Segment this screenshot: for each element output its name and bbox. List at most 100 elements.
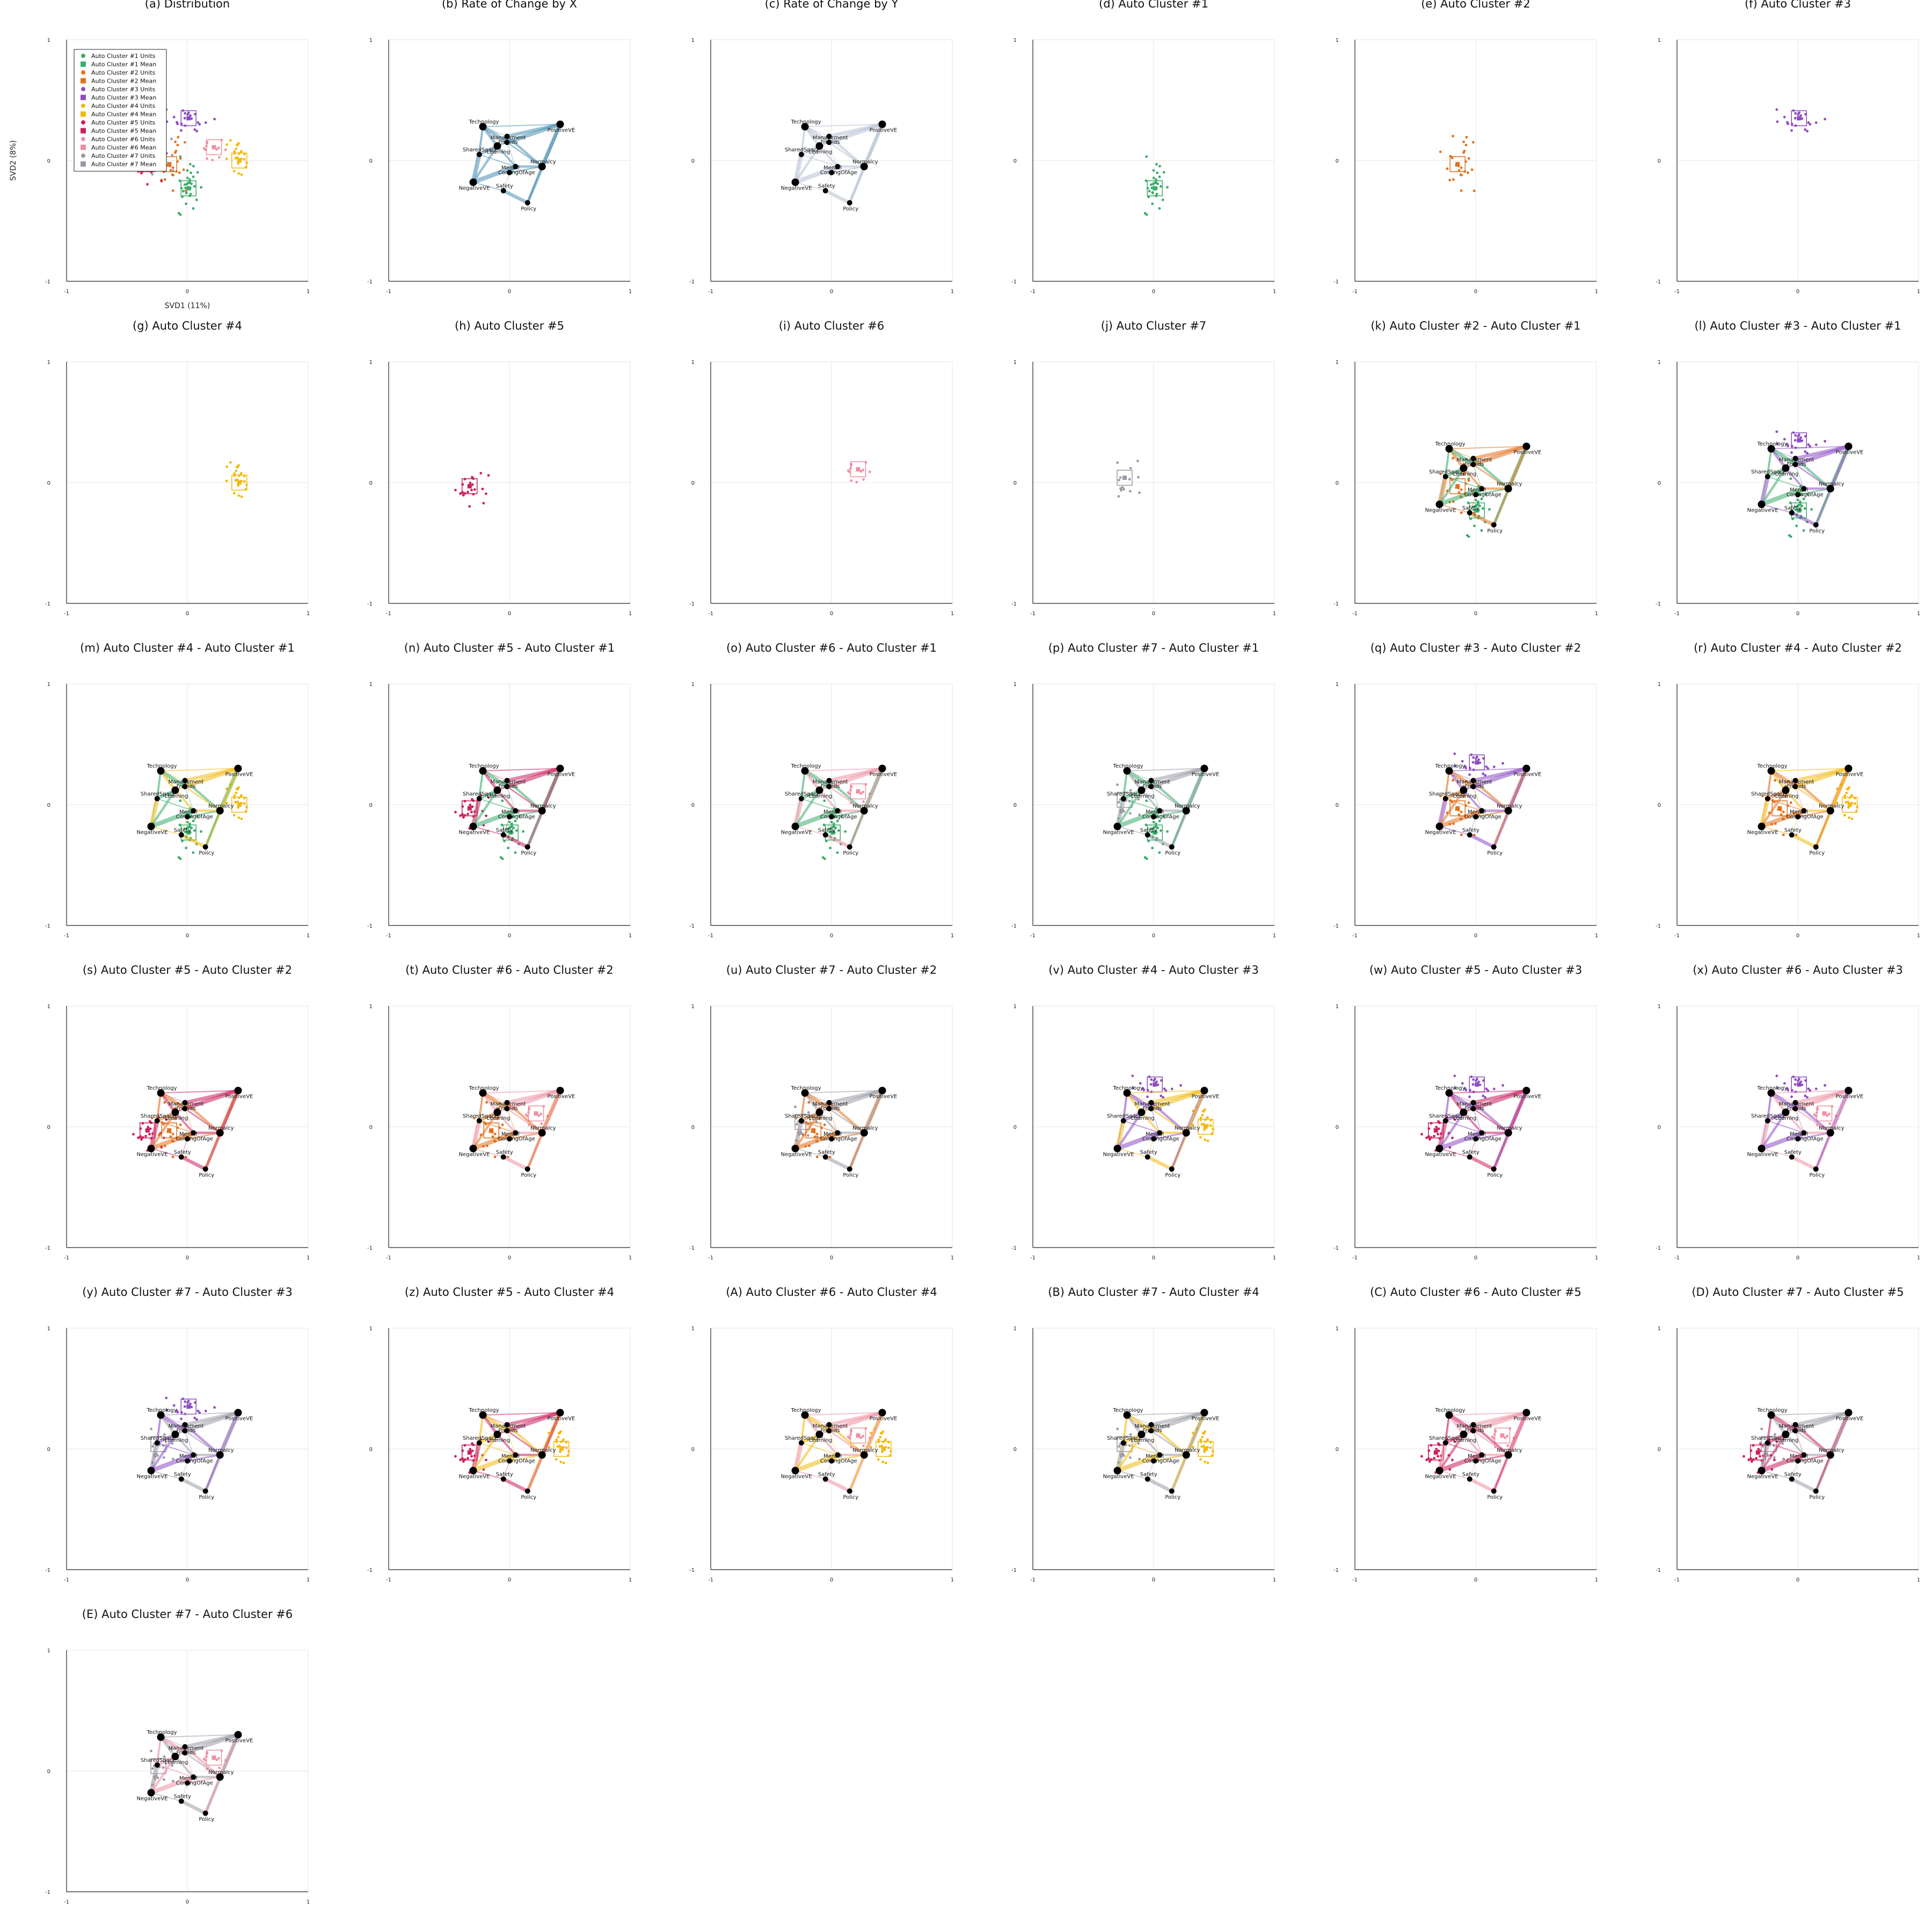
cluster-mean-box bbox=[231, 797, 247, 813]
y-tick-label: -1 bbox=[1333, 601, 1339, 607]
panel-title: (t) Auto Cluster #6 - Auto Cluster #2 bbox=[405, 964, 613, 976]
unit-point bbox=[1782, 810, 1785, 813]
network-edge bbox=[794, 1111, 821, 1149]
network-node bbox=[801, 1411, 809, 1419]
network-node bbox=[171, 786, 179, 794]
unit-point bbox=[184, 1400, 187, 1403]
y-tick-label: 1 bbox=[1014, 38, 1017, 43]
unit-point bbox=[833, 822, 835, 826]
cluster-mean-marker bbox=[489, 1128, 494, 1133]
network-edge bbox=[1472, 1089, 1527, 1111]
y-tick-label: 1 bbox=[1658, 682, 1661, 688]
network-edge bbox=[483, 1090, 560, 1093]
x-tick-label: 0 bbox=[1474, 1255, 1477, 1261]
node-label: Normalcy bbox=[1819, 1447, 1844, 1453]
cluster-mean-marker bbox=[1847, 803, 1852, 807]
unit-point bbox=[224, 148, 227, 151]
unit-point bbox=[1800, 117, 1804, 120]
unit-point bbox=[1767, 1454, 1769, 1457]
unit-point bbox=[868, 470, 871, 473]
network-node bbox=[1782, 786, 1790, 794]
network-edge bbox=[159, 769, 186, 789]
network-edge bbox=[1147, 1461, 1154, 1479]
x-tick-label: 0 bbox=[1474, 933, 1477, 939]
network-node bbox=[504, 784, 510, 790]
node-label: ComingOfAge bbox=[176, 814, 213, 820]
network-edge bbox=[185, 1753, 194, 1777]
unit-point bbox=[1468, 773, 1471, 776]
unit-point bbox=[1137, 1442, 1140, 1445]
node-label: Technology bbox=[790, 119, 821, 125]
network-node bbox=[1782, 1109, 1790, 1116]
node-label: Safety bbox=[496, 827, 513, 833]
network-node bbox=[513, 1130, 519, 1136]
unit-point bbox=[1119, 476, 1122, 479]
node-label: SharedSpace bbox=[1107, 1435, 1142, 1441]
network-node bbox=[1445, 1089, 1453, 1097]
unit-point bbox=[174, 140, 177, 143]
x-tick-label: 1 bbox=[629, 289, 632, 295]
y-tick-label: -1 bbox=[367, 279, 373, 285]
y-tick-label: 0 bbox=[1014, 1125, 1017, 1131]
network-node bbox=[1442, 1118, 1448, 1124]
x-tick-label: 0 bbox=[508, 933, 511, 939]
unit-point bbox=[827, 827, 830, 830]
network-node bbox=[1504, 485, 1512, 493]
unit-point bbox=[1824, 1084, 1826, 1087]
unit-point bbox=[1473, 524, 1476, 528]
node-label: Policy bbox=[1487, 1172, 1503, 1178]
unit-point bbox=[237, 484, 240, 487]
network-node bbox=[1844, 442, 1853, 450]
unit-point bbox=[190, 827, 193, 829]
panel-title: (B) Auto Cluster #7 - Auto Cluster #4 bbox=[1048, 1286, 1259, 1299]
panel: (A) Auto Cluster #6 - Auto Cluster #4-1-… bbox=[689, 1286, 954, 1583]
network-edge bbox=[509, 165, 543, 173]
node-label: ComingOfAge bbox=[498, 1136, 535, 1142]
node-label: Policy bbox=[1809, 1494, 1825, 1500]
unit-point bbox=[821, 856, 825, 859]
network-edge bbox=[473, 181, 504, 192]
unit-point bbox=[1506, 1435, 1508, 1438]
network-node bbox=[878, 1087, 886, 1095]
unit-point bbox=[218, 156, 221, 159]
network-node bbox=[1470, 1100, 1476, 1105]
unit-point bbox=[1166, 186, 1169, 189]
network-node bbox=[1765, 473, 1770, 479]
node-label: Safety bbox=[1140, 1471, 1157, 1477]
network-edge bbox=[1151, 786, 1160, 811]
unit-point bbox=[1150, 1078, 1153, 1081]
network-edge bbox=[507, 786, 516, 811]
unit-point bbox=[1200, 1123, 1204, 1126]
network-edge bbox=[187, 810, 221, 818]
network-node bbox=[1491, 844, 1497, 850]
network-node bbox=[507, 1458, 512, 1464]
network-node bbox=[504, 1100, 510, 1105]
network-node bbox=[1792, 784, 1798, 790]
network-edge bbox=[479, 1120, 516, 1134]
network-edge bbox=[831, 1454, 865, 1462]
network-node bbox=[182, 1744, 188, 1749]
unit-point bbox=[160, 179, 163, 183]
unit-point bbox=[1452, 178, 1455, 181]
unit-point bbox=[1151, 827, 1155, 830]
unit-point bbox=[807, 1101, 810, 1104]
x-tick-label: 0 bbox=[1152, 289, 1155, 295]
network-node bbox=[171, 1753, 179, 1760]
unit-point bbox=[1460, 488, 1463, 491]
network-node bbox=[1504, 807, 1512, 815]
network-node bbox=[1123, 1089, 1131, 1097]
network-edge bbox=[184, 1108, 221, 1134]
unit-point bbox=[859, 470, 863, 473]
network-node bbox=[1479, 1130, 1485, 1136]
node-label: Technology bbox=[1756, 1408, 1787, 1413]
panel: (q) Auto Cluster #3 - Auto Cluster #2-1-… bbox=[1333, 641, 1598, 939]
x-tick-label: -1 bbox=[1674, 289, 1680, 295]
y-tick-label: 1 bbox=[1658, 38, 1661, 43]
network-node bbox=[1813, 522, 1819, 528]
network-edge bbox=[497, 789, 516, 812]
unit-point bbox=[1850, 817, 1854, 820]
node-label: Safety bbox=[1140, 1149, 1157, 1155]
unit-point bbox=[1773, 1459, 1776, 1462]
x-tick-label: 1 bbox=[307, 1255, 310, 1261]
network-edge bbox=[1117, 1453, 1161, 1473]
